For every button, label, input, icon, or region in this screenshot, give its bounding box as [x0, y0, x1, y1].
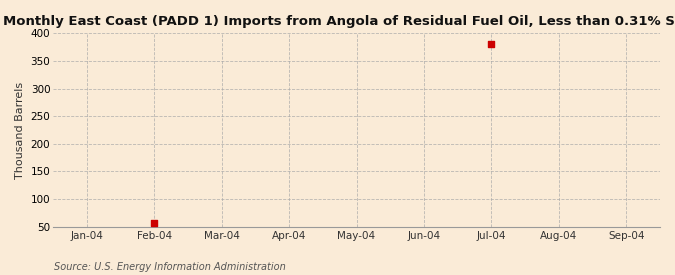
Y-axis label: Thousand Barrels: Thousand Barrels: [15, 81, 25, 178]
Point: [486, 42, 497, 46]
Title: Monthly East Coast (PADD 1) Imports from Angola of Residual Fuel Oil, Less than : Monthly East Coast (PADD 1) Imports from…: [3, 15, 675, 28]
Text: Source: U.S. Energy Information Administration: Source: U.S. Energy Information Administ…: [54, 262, 286, 272]
Point: [148, 221, 159, 225]
